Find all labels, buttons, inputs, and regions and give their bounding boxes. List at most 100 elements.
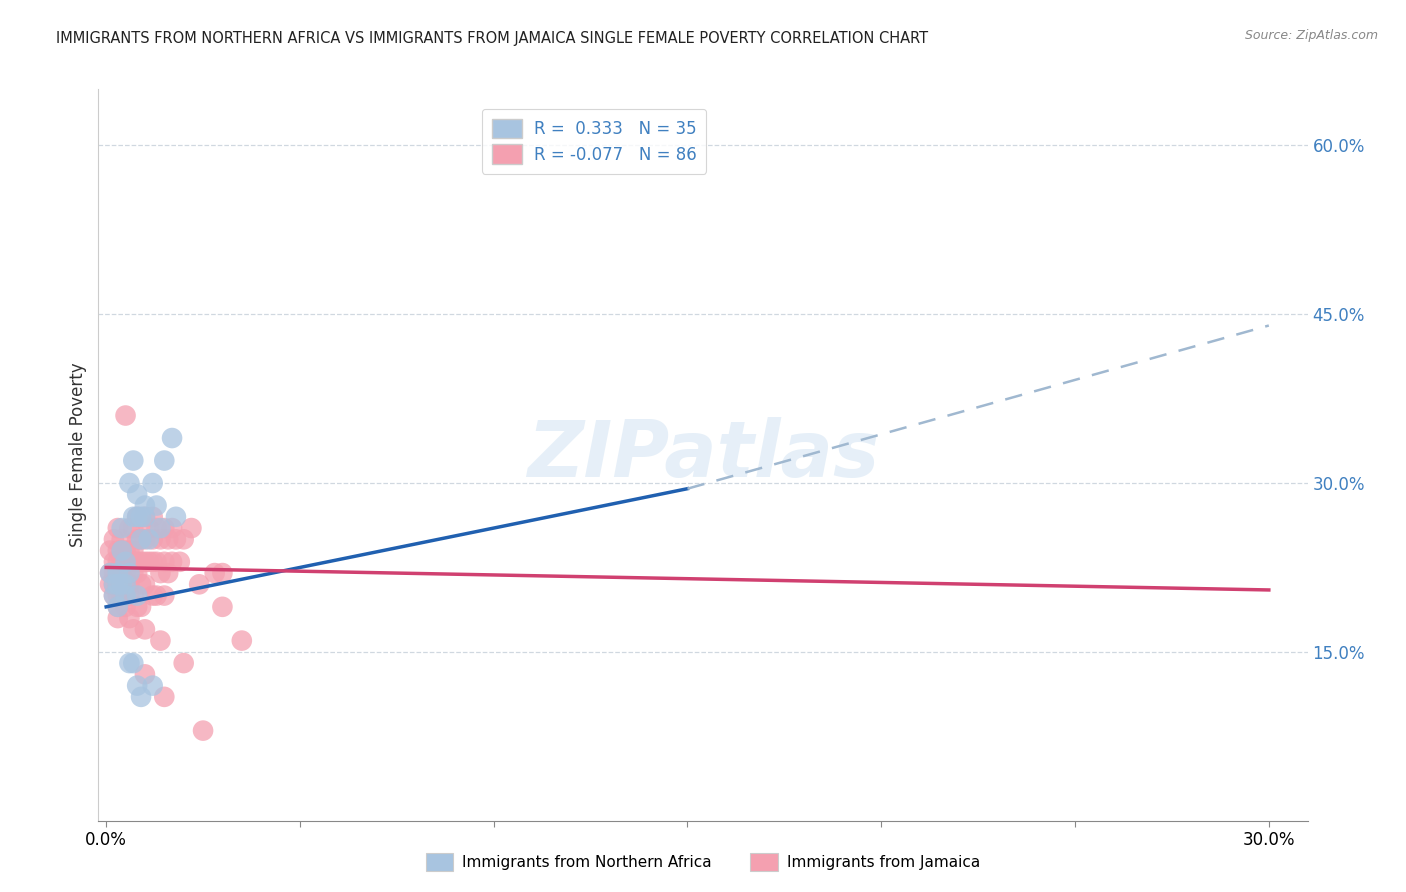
Point (188, 577, 211, 591)
Point (129, 555, 152, 569)
Point (107, 611, 129, 625)
Point (107, 555, 129, 569)
Point (165, 509, 187, 524)
Point (134, 509, 156, 524)
Point (138, 521, 160, 535)
Point (145, 499, 167, 513)
Point (127, 533, 149, 547)
Point (129, 533, 152, 547)
Point (145, 555, 167, 569)
Legend: Immigrants from Northern Africa, Immigrants from Jamaica: Immigrants from Northern Africa, Immigra… (419, 847, 987, 877)
Point (111, 577, 134, 591)
Point (107, 521, 129, 535)
Point (111, 577, 134, 591)
Point (127, 487, 149, 501)
Point (122, 453, 145, 467)
Point (122, 566, 145, 580)
Point (98, 543, 121, 558)
Point (134, 555, 156, 569)
Point (107, 599, 129, 614)
Legend: R =  0.333   N = 35, R = -0.077   N = 86: R = 0.333 N = 35, R = -0.077 N = 86 (482, 109, 706, 174)
Point (160, 431, 183, 445)
Point (114, 409, 136, 423)
Point (149, 533, 172, 547)
Point (111, 543, 134, 558)
Point (122, 543, 145, 558)
Point (98, 566, 121, 580)
Point (103, 589, 125, 603)
Point (153, 555, 176, 569)
Point (153, 589, 176, 603)
Point (107, 543, 129, 558)
Point (122, 589, 145, 603)
Point (114, 566, 136, 580)
Point (142, 476, 165, 491)
Point (134, 499, 156, 513)
Point (142, 509, 165, 524)
Point (103, 589, 125, 603)
Point (107, 566, 129, 580)
Point (118, 611, 141, 625)
Point (153, 521, 176, 535)
Point (149, 566, 172, 580)
Point (142, 555, 165, 569)
Point (142, 589, 165, 603)
Point (103, 577, 125, 591)
Point (118, 577, 141, 591)
Point (138, 555, 160, 569)
Point (211, 599, 233, 614)
Point (145, 589, 167, 603)
Text: Source: ZipAtlas.com: Source: ZipAtlas.com (1244, 29, 1378, 42)
Point (160, 521, 183, 535)
Point (134, 577, 156, 591)
Point (107, 577, 129, 591)
Point (111, 555, 134, 569)
Point (111, 566, 134, 580)
Point (127, 566, 149, 580)
Text: IMMIGRANTS FROM NORTHERN AFRICA VS IMMIGRANTS FROM JAMAICA SINGLE FEMALE POVERTY: IMMIGRANTS FROM NORTHERN AFRICA VS IMMIG… (56, 31, 928, 46)
Point (165, 533, 187, 547)
Point (142, 679, 165, 693)
Point (103, 533, 125, 547)
Point (134, 667, 156, 681)
Point (118, 476, 141, 491)
Point (129, 599, 152, 614)
Point (118, 589, 141, 603)
Point (107, 577, 129, 591)
Point (160, 555, 183, 569)
Point (169, 555, 191, 569)
Point (103, 577, 125, 591)
Point (107, 599, 129, 614)
Point (98, 577, 121, 591)
Point (153, 453, 176, 467)
Point (118, 566, 141, 580)
Point (107, 589, 129, 603)
Point (111, 589, 134, 603)
Point (127, 589, 149, 603)
Point (180, 521, 202, 535)
Point (114, 555, 136, 569)
Point (107, 566, 129, 580)
Point (122, 555, 145, 569)
Point (114, 589, 136, 603)
Point (129, 533, 152, 547)
Point (127, 679, 149, 693)
Point (129, 690, 152, 704)
Point (149, 633, 172, 648)
Point (122, 509, 145, 524)
Point (173, 656, 195, 670)
Point (103, 566, 125, 580)
Point (127, 509, 149, 524)
Point (114, 589, 136, 603)
Point (98, 566, 121, 580)
Point (231, 633, 253, 648)
Point (211, 566, 233, 580)
Point (157, 533, 180, 547)
Point (111, 543, 134, 558)
Point (153, 690, 176, 704)
Point (142, 533, 165, 547)
Point (114, 543, 136, 558)
Point (204, 566, 226, 580)
Point (114, 577, 136, 591)
Point (111, 521, 134, 535)
